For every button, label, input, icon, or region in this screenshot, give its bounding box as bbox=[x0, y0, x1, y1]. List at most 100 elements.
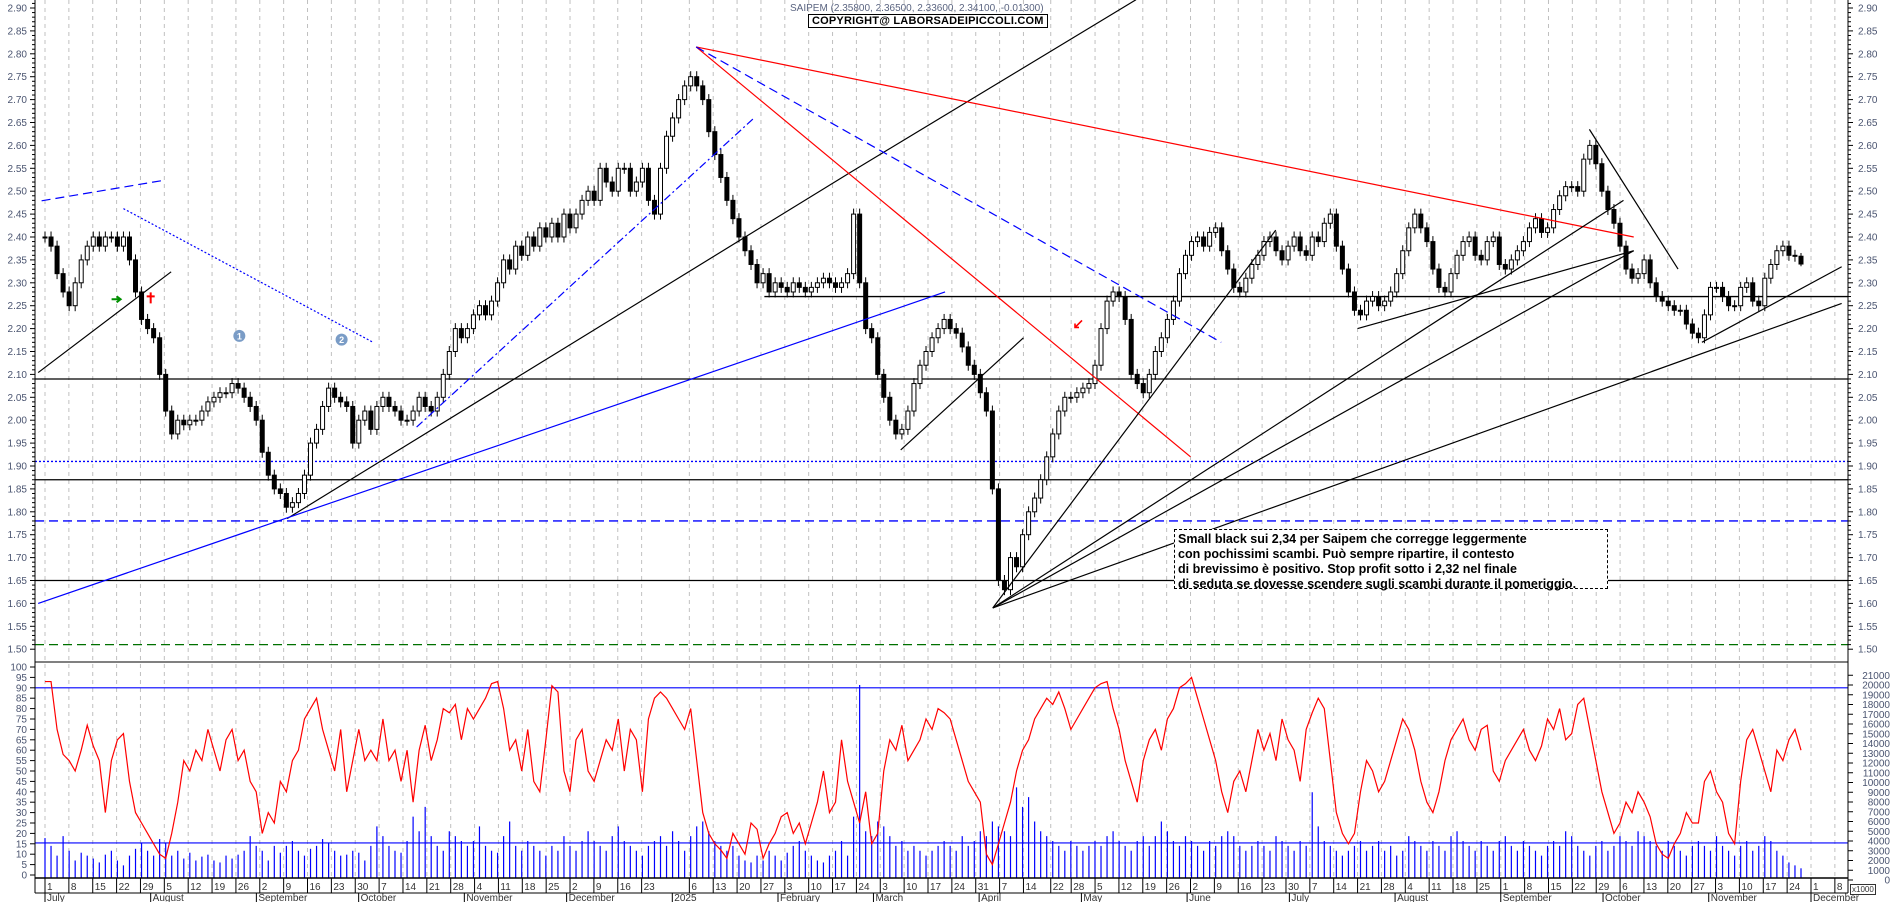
candle bbox=[60, 268, 66, 298]
candle-body bbox=[802, 286, 808, 293]
candle-body bbox=[205, 401, 211, 412]
candle-body bbox=[869, 328, 875, 339]
candle-body bbox=[820, 277, 826, 284]
candle bbox=[1170, 295, 1176, 325]
month-label: July bbox=[47, 893, 65, 902]
candle-body bbox=[1014, 557, 1020, 568]
candle-body bbox=[301, 474, 307, 494]
month-label: March bbox=[875, 893, 903, 902]
oscillator-tick-label: 40 bbox=[16, 787, 28, 798]
price-tick-label: 2.45 bbox=[8, 210, 28, 221]
candle-body bbox=[199, 410, 205, 421]
candle bbox=[1152, 346, 1158, 380]
trend-line bbox=[695, 46, 1222, 343]
candle bbox=[1249, 258, 1255, 284]
candle-body bbox=[1732, 305, 1738, 308]
candle-body bbox=[1780, 245, 1786, 252]
candle bbox=[440, 368, 446, 403]
date-tick-label: 24 bbox=[858, 882, 870, 893]
candle-body bbox=[1442, 286, 1448, 293]
candle bbox=[814, 277, 820, 293]
candle-body bbox=[513, 245, 519, 270]
candle-body bbox=[808, 286, 814, 293]
month-label: September bbox=[258, 893, 308, 902]
candle-body bbox=[983, 392, 989, 412]
candle-body bbox=[476, 305, 482, 316]
candle-body bbox=[851, 213, 857, 275]
candle-body bbox=[1357, 309, 1363, 316]
price-tick-label: 1.80 bbox=[8, 507, 28, 518]
trend-line bbox=[1588, 129, 1679, 270]
date-tick-label: 8 bbox=[1837, 882, 1843, 893]
candle-body bbox=[525, 236, 531, 256]
candle bbox=[917, 359, 923, 390]
candle-body bbox=[1062, 396, 1068, 412]
candle bbox=[869, 323, 875, 344]
oscillator-line bbox=[45, 676, 1802, 867]
price-tick-label: 2.20 bbox=[8, 324, 28, 335]
candle-body bbox=[778, 282, 784, 288]
candle-body bbox=[66, 291, 72, 307]
candle bbox=[959, 327, 965, 353]
date-tick-label: 16 bbox=[310, 882, 322, 893]
candle bbox=[1563, 181, 1569, 202]
candle-body bbox=[893, 419, 899, 435]
candle bbox=[54, 240, 60, 280]
date-tick-label: 14 bbox=[1025, 882, 1037, 893]
candle bbox=[283, 487, 289, 513]
price-tick-label: 1.75 bbox=[8, 530, 28, 541]
candle bbox=[1623, 240, 1629, 275]
candle bbox=[621, 162, 627, 174]
price-tick-label: 2.85 bbox=[8, 26, 28, 37]
date-tick-label: 3 bbox=[882, 882, 888, 893]
date-tick-label: 2 bbox=[1193, 882, 1199, 893]
candle-body bbox=[1726, 296, 1732, 307]
candle-body bbox=[923, 351, 929, 366]
candle bbox=[531, 231, 537, 252]
candle-body bbox=[428, 405, 434, 412]
candle-body bbox=[368, 410, 374, 430]
candle-body bbox=[724, 176, 730, 201]
candle-body bbox=[392, 405, 398, 412]
candle-body bbox=[1333, 213, 1339, 247]
price-tick-label: 1.65 bbox=[8, 576, 28, 587]
oscillator-tick-label: 30 bbox=[16, 808, 28, 819]
candle-body bbox=[730, 199, 736, 220]
candle-body bbox=[555, 222, 561, 238]
month-label: October bbox=[361, 893, 397, 902]
date-tick-label: 21 bbox=[1360, 882, 1372, 893]
candle bbox=[66, 286, 72, 312]
candle-body bbox=[295, 492, 301, 504]
candle-body bbox=[633, 181, 639, 192]
candle-body bbox=[1701, 314, 1707, 339]
candle-body bbox=[1321, 222, 1327, 243]
candle bbox=[1768, 258, 1774, 284]
date-tick-label: 10 bbox=[906, 882, 918, 893]
oscillator bbox=[35, 676, 1848, 867]
candle-body bbox=[1104, 300, 1110, 330]
candle bbox=[1635, 268, 1641, 284]
date-tick-label: 23 bbox=[644, 882, 656, 893]
candle bbox=[1068, 391, 1074, 403]
candle-body bbox=[1551, 209, 1557, 229]
candle bbox=[1116, 286, 1122, 303]
candle-body bbox=[1001, 580, 1007, 591]
candle-body bbox=[1068, 396, 1074, 399]
date-tick-label: 1 bbox=[47, 882, 53, 893]
candle bbox=[1182, 249, 1188, 280]
candle bbox=[48, 231, 54, 252]
candle bbox=[579, 194, 585, 220]
candle bbox=[1701, 309, 1707, 344]
volume-tick-label: 18000 bbox=[1862, 700, 1890, 711]
candle bbox=[1714, 281, 1720, 293]
candle-body bbox=[887, 396, 893, 421]
candle-body bbox=[48, 236, 54, 247]
candle bbox=[1484, 236, 1490, 266]
candle-body bbox=[169, 410, 175, 435]
date-tick-label: 1 bbox=[1813, 882, 1819, 893]
candle bbox=[1707, 281, 1713, 321]
candle-body bbox=[277, 488, 283, 494]
candle bbox=[386, 391, 392, 412]
candle bbox=[320, 400, 326, 435]
candle-body bbox=[1629, 268, 1635, 279]
